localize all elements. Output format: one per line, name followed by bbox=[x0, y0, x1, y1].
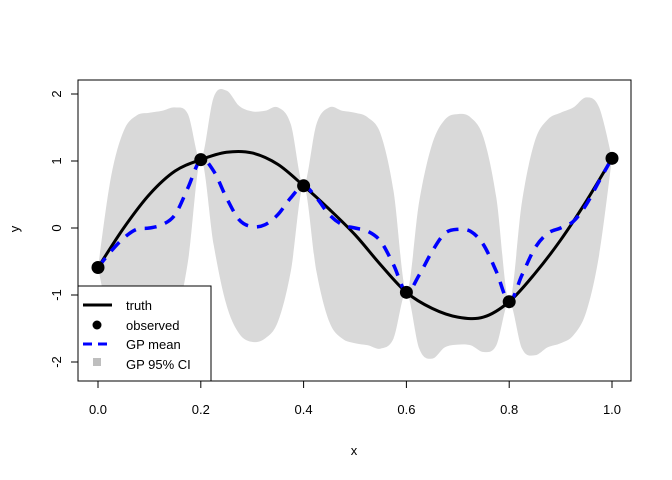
x-tick-label: 0.4 bbox=[295, 402, 313, 417]
x-tick-label: 0.8 bbox=[500, 402, 518, 417]
legend-gp-mean-label: GP mean bbox=[126, 337, 181, 352]
legend-observed-label: observed bbox=[126, 318, 179, 333]
observed-point bbox=[91, 261, 105, 275]
legend: truth observed GP mean GP 95% CI bbox=[77, 285, 212, 382]
observed-point bbox=[605, 151, 619, 165]
legend-ci-swatch bbox=[93, 358, 101, 366]
y-tick-label: 0 bbox=[49, 224, 64, 231]
y-axis-label: y bbox=[7, 225, 22, 232]
y-tick-label: 1 bbox=[49, 157, 64, 164]
legend-truth-label: truth bbox=[126, 298, 152, 313]
x-axis-label: x bbox=[351, 443, 358, 458]
observed-point bbox=[297, 179, 311, 193]
x-tick-label: 0.6 bbox=[397, 402, 415, 417]
y-tick-label: -1 bbox=[49, 289, 64, 301]
y-tick-label: -2 bbox=[49, 356, 64, 368]
legend-observed-swatch bbox=[92, 320, 102, 330]
y-tick-label: 2 bbox=[49, 90, 64, 97]
x-tick-label: 0.0 bbox=[89, 402, 107, 417]
x-tick-label: 0.2 bbox=[192, 402, 210, 417]
legend-ci-label: GP 95% CI bbox=[126, 357, 191, 372]
observed-point bbox=[399, 285, 413, 299]
gp-ci-band bbox=[98, 89, 612, 359]
x-tick-label: 1.0 bbox=[603, 402, 621, 417]
truth-line bbox=[96, 149, 614, 321]
gp-mean-line bbox=[96, 157, 614, 304]
observed-point bbox=[502, 295, 516, 309]
observed-point bbox=[194, 153, 208, 167]
